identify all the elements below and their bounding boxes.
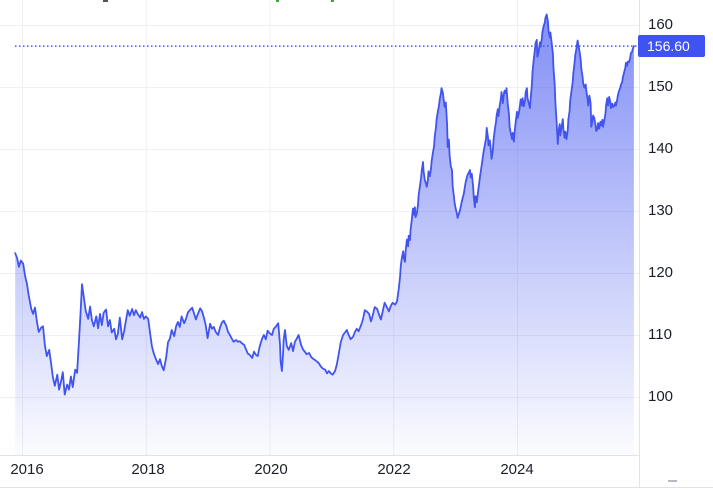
price-axis[interactable] xyxy=(640,0,713,455)
area-fill xyxy=(15,14,634,455)
y-tick-label-100: 100 xyxy=(648,388,674,405)
y-tick-label-160: 160 xyxy=(648,16,674,33)
y-tick-label-140: 140 xyxy=(648,140,674,157)
price-axis-border xyxy=(639,0,640,488)
x-tick-label-2024: 2024 xyxy=(500,461,534,478)
legend-remnant-dark xyxy=(103,0,108,2)
current-price-value: 156.60 xyxy=(647,38,690,54)
y-tick-label-120: 120 xyxy=(648,264,674,281)
x-tick-label-2016: 2016 xyxy=(10,461,44,478)
bottom-border xyxy=(0,487,713,488)
x-tick-label-2020: 2020 xyxy=(254,461,288,478)
legend-remnant-green-1 xyxy=(276,0,279,2)
y-tick-label-150: 150 xyxy=(648,78,674,95)
time-axis-border xyxy=(0,455,640,456)
legend-remnant-green-2 xyxy=(331,0,334,2)
axis-minimize-dash[interactable] xyxy=(668,480,677,482)
price-line xyxy=(14,13,635,396)
y-tick-label-130: 130 xyxy=(648,202,674,219)
current-price-badge: 156.60 xyxy=(638,35,705,57)
x-tick-label-2018: 2018 xyxy=(131,461,165,478)
x-tick-label-2022: 2022 xyxy=(377,461,411,478)
time-axis[interactable] xyxy=(0,456,640,487)
y-tick-label-110: 110 xyxy=(648,326,672,343)
